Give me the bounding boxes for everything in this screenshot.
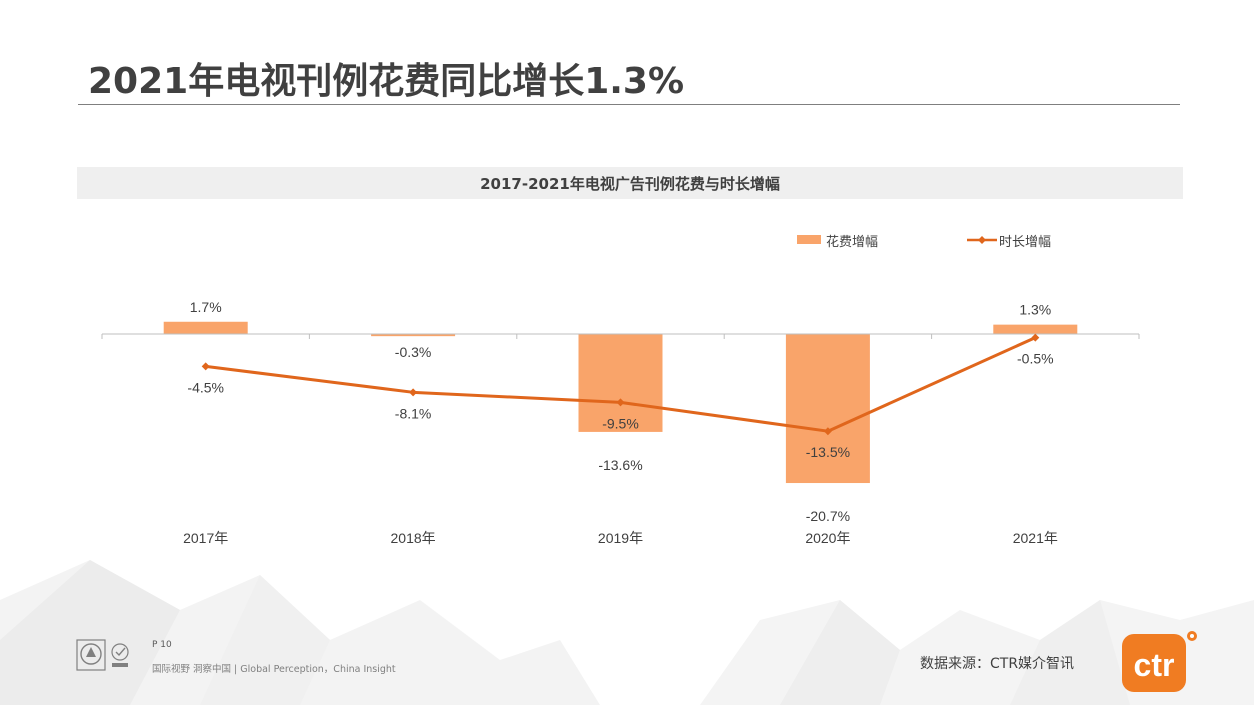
bar xyxy=(371,334,456,337)
ctr-logo: ctr xyxy=(1122,631,1197,692)
x-tick-label: 2021年 xyxy=(1013,530,1058,546)
line-point xyxy=(409,388,418,397)
bar-value-label: 1.3% xyxy=(1019,302,1051,318)
x-tick-label: 2018年 xyxy=(391,530,436,546)
line-point xyxy=(1031,333,1040,342)
legend-line-label: 时长增幅 xyxy=(999,234,1051,249)
x-tick-label: 2019年 xyxy=(598,530,643,546)
bar-value-label: 1.7% xyxy=(190,299,222,315)
page-number: P 10 xyxy=(152,640,172,650)
bar-value-label: -20.7% xyxy=(806,508,850,524)
bar-value-label: -13.6% xyxy=(598,457,642,473)
line-value-label: -13.5% xyxy=(806,444,850,460)
title-divider xyxy=(78,104,1180,105)
chart-title: 2017-2021年电视广告刊例花费与时长增幅 xyxy=(480,174,780,193)
bar xyxy=(785,334,870,484)
line-point xyxy=(823,427,832,436)
certification-logos xyxy=(76,639,129,671)
data-source: 数据来源：CTR媒介智讯 xyxy=(920,656,1075,672)
x-tick-label: 2020年 xyxy=(805,530,850,546)
footer-slogan: 国际视野 洞察中国 | Global Perception，China Insi… xyxy=(152,664,396,675)
line-value-label: -0.5% xyxy=(1017,351,1054,367)
legend-bar-swatch xyxy=(797,235,821,244)
bar-value-label: -0.3% xyxy=(395,344,432,360)
x-tick-label: 2017年 xyxy=(183,530,228,546)
bar xyxy=(163,321,248,334)
line-value-label: -4.5% xyxy=(187,379,224,395)
svg-text:ctr: ctr xyxy=(1134,647,1175,683)
legend-line-marker xyxy=(978,236,986,244)
line-value-label: -9.5% xyxy=(602,415,639,431)
line-point xyxy=(616,398,625,407)
legend-bar-label: 花费增幅 xyxy=(826,234,878,249)
line-value-label: -8.1% xyxy=(395,405,432,421)
line-point xyxy=(201,362,210,371)
chart-title-banner: 2017-2021年电视广告刊例花费与时长增幅 xyxy=(77,167,1183,199)
page-title: 2021年电视刊例花费同比增长1.3% xyxy=(88,61,685,102)
bar xyxy=(993,324,1078,334)
bar xyxy=(578,334,663,432)
